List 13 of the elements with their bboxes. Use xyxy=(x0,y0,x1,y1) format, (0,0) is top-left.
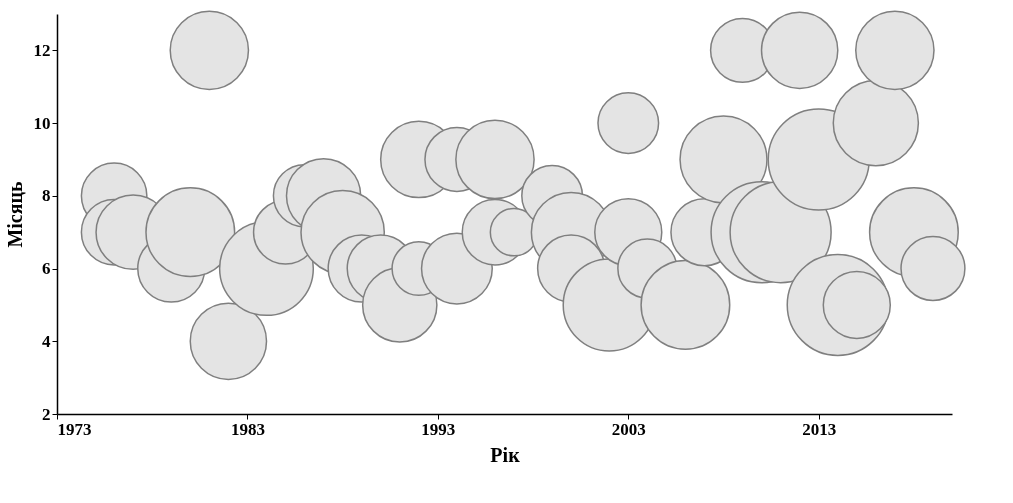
y-tick-label: 6 xyxy=(42,259,51,279)
y-tick-label: 4 xyxy=(42,331,51,351)
x-tick-label: 1993 xyxy=(421,419,456,439)
x-axis-title: Рік xyxy=(490,443,521,466)
y-axis-title: Місяць xyxy=(3,180,26,248)
x-tick-label: 1973 xyxy=(57,419,92,439)
y-tick-label: 12 xyxy=(33,40,51,60)
x-tick-label: 1983 xyxy=(230,419,265,439)
x-tick-label: 2013 xyxy=(802,419,837,439)
y-tick-label: 10 xyxy=(33,113,51,133)
y-tick-label: 8 xyxy=(42,186,51,206)
x-tick-label: 2003 xyxy=(611,419,646,439)
y-tick-label: 2 xyxy=(42,404,51,424)
